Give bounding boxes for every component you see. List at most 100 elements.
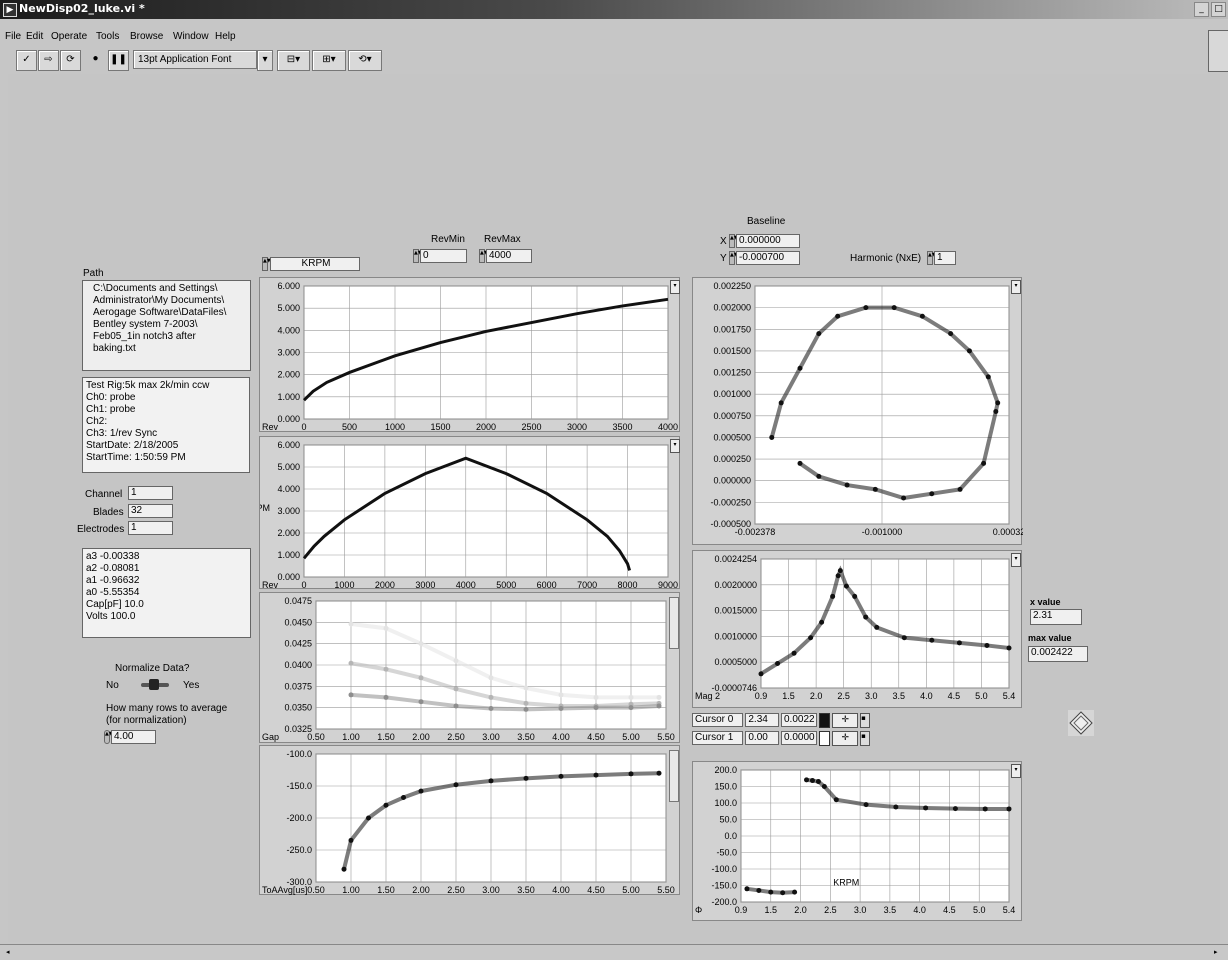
y-tick-label: 6.000 bbox=[277, 281, 300, 291]
font-dropdown-icon[interactable]: ▾ bbox=[257, 50, 273, 71]
normalize-yes-label: Yes bbox=[183, 680, 200, 691]
y-tick-label: -150.0 bbox=[286, 781, 312, 791]
harmonic-input[interactable]: 1 bbox=[934, 251, 956, 265]
graph-toa-avg[interactable]: 0.50 1.00 1.50 2.00 2.50 3.00 3.50 4.00 4.50 5.00… bbox=[259, 745, 680, 895]
graph-scrollbar[interactable] bbox=[669, 597, 679, 649]
x-tick-label: 3.00 bbox=[482, 732, 500, 742]
run-button[interactable]: ✓ bbox=[16, 50, 37, 71]
x-tick-label: 3.50 bbox=[517, 885, 535, 895]
path-field[interactable]: C:\Documents and Settings\ Administrator… bbox=[82, 280, 251, 371]
data-point bbox=[593, 705, 599, 711]
step-into-icon[interactable]: ⇨ bbox=[38, 50, 59, 71]
path-line: Feb05_1in notch3 after bbox=[93, 331, 196, 342]
y-tick-label: -100.0 bbox=[711, 864, 737, 874]
menu-operate[interactable]: Operate bbox=[51, 31, 88, 42]
electrodes-label: Electrodes bbox=[77, 524, 125, 535]
restore-button[interactable]: □ bbox=[1211, 2, 1226, 17]
rows-average-input[interactable]: 4.00 bbox=[111, 730, 156, 744]
scroll-right-icon[interactable]: ▸ bbox=[1214, 948, 1218, 956]
cursor-move-icon[interactable]: ✛ bbox=[832, 731, 859, 746]
coef-line: a0 -5.55354 bbox=[86, 587, 140, 598]
graph-xy-orbit[interactable]: -0.002378 -0.001000 0.00032 -0.000500 -0.000… bbox=[692, 277, 1023, 545]
electrodes-input[interactable]: 1 bbox=[128, 521, 173, 535]
cursor-row-0[interactable]: Cursor 0 2.34 0.0022 ✛ ▪ bbox=[692, 713, 871, 729]
normalize-toggle[interactable] bbox=[141, 679, 169, 690]
graph-gap[interactable]: 0.50 1.00 1.50 2.00 2.50 3.00 3.50 4.00 4.50 5.00… bbox=[259, 592, 680, 743]
graph-krpm-vs-rev[interactable]: 0 500 1000 1500 2000 2500 3000 3500 4000 0.000 1.0… bbox=[259, 277, 680, 432]
baseline-y-input[interactable]: -0.000700 bbox=[736, 251, 800, 265]
cursor-move-icon[interactable]: ✛ bbox=[832, 713, 859, 728]
graph-magnitude[interactable]: 0.9 1.5 2.0 2.5 3.0 3.5 4.0 4.5 5.0 5.4 -0.0000746… bbox=[692, 550, 1022, 708]
data-point bbox=[418, 699, 424, 705]
channel-input[interactable]: 1 bbox=[128, 486, 173, 500]
align-objects-icon[interactable]: ⊟▾ bbox=[277, 50, 310, 71]
baseline-y-spinner[interactable]: ▲▼ bbox=[729, 251, 738, 265]
y-tick-label: -250.0 bbox=[286, 845, 312, 855]
revmax-spinner[interactable]: ▲▼ bbox=[479, 249, 488, 263]
minimize-button[interactable]: _ bbox=[1194, 2, 1209, 17]
cursor-color-icon[interactable] bbox=[818, 731, 831, 746]
series-trace bbox=[350, 622, 659, 700]
cursor-color-icon[interactable] bbox=[818, 713, 831, 728]
annotation-label: KRPM bbox=[833, 878, 859, 888]
x-tick-label: 1500 bbox=[430, 422, 450, 432]
revmax-input[interactable]: 4000 bbox=[486, 249, 532, 263]
y-tick-label: 150.0 bbox=[714, 782, 737, 792]
data-point bbox=[872, 486, 878, 492]
baseline-x-spinner[interactable]: ▲▼ bbox=[729, 234, 738, 248]
pause-button[interactable]: ❚❚ bbox=[108, 50, 129, 71]
revmin-input[interactable]: 0 bbox=[420, 249, 467, 263]
path-label: Path bbox=[83, 268, 104, 279]
krpm-selector-spinner[interactable]: ▲▼ bbox=[262, 257, 271, 271]
graph-scrollbar[interactable] bbox=[669, 750, 679, 802]
x-tick-label: 4.0 bbox=[920, 691, 933, 701]
krpm-selector[interactable]: KRPM bbox=[270, 257, 360, 271]
data-point bbox=[819, 619, 825, 625]
graph-palette-icon[interactable]: ▾ bbox=[670, 439, 680, 453]
cursor-lock-icon[interactable]: ▪ bbox=[860, 731, 871, 746]
menu-browse[interactable]: Browse bbox=[130, 31, 164, 42]
run-continuously-icon[interactable]: ⟳ bbox=[60, 50, 81, 71]
distribute-objects-icon[interactable]: ⊞▾ bbox=[312, 50, 346, 71]
data-point bbox=[366, 815, 371, 821]
menu-file[interactable]: File bbox=[5, 31, 22, 42]
cursor-lock-icon[interactable]: ▪ bbox=[860, 713, 871, 728]
blades-input[interactable]: 32 bbox=[128, 504, 173, 518]
harmonic-spinner[interactable]: ▲▼ bbox=[927, 251, 936, 265]
graph-palette-icon[interactable]: ▾ bbox=[670, 280, 680, 294]
revmax-label: RevMax bbox=[484, 234, 521, 245]
graph-phase[interactable]: 0.9 1.5 2.0 2.5 3.0 3.5 4.0 4.5 5.0 5.4 -200.0 -150… bbox=[692, 761, 1022, 921]
graph-palette-icon[interactable]: ▾ bbox=[1011, 280, 1021, 294]
menu-help[interactable]: Help bbox=[215, 31, 236, 42]
font-selector[interactable]: 13pt Application Font bbox=[133, 50, 257, 69]
abort-icon[interactable]: ● bbox=[92, 53, 99, 64]
path-line: Bentley system 7-2003\ bbox=[93, 319, 198, 330]
graph-krpm-profile[interactable]: 0 1000 2000 3000 4000 5000 6000 7000 8000 9000 0.0… bbox=[259, 436, 680, 590]
menu-edit[interactable]: Edit bbox=[26, 31, 44, 42]
menu-window[interactable]: Window bbox=[173, 31, 209, 42]
cursor-row-1[interactable]: Cursor 1 0.00 0.0000 ✛ ▪ bbox=[692, 731, 871, 747]
scroll-left-icon[interactable]: ◂ bbox=[6, 948, 10, 956]
menu-tools[interactable]: Tools bbox=[96, 31, 120, 42]
y-tick-label: 0.0010000 bbox=[714, 631, 757, 641]
x-tick-label: 2.00 bbox=[412, 732, 430, 742]
data-point bbox=[418, 641, 424, 647]
data-point bbox=[816, 473, 822, 479]
graph-palette-icon[interactable]: ▾ bbox=[1011, 764, 1021, 778]
x-tick-label: 2000 bbox=[375, 580, 395, 590]
rows-average-spinner[interactable]: ▲▼ bbox=[104, 730, 113, 744]
x-axis-label: Mag 2 bbox=[695, 691, 720, 701]
series-line bbox=[302, 456, 632, 571]
cursor-name: Cursor 1 bbox=[692, 731, 744, 745]
toolbar: ✓ ⇨ ⟳ ● ❚❚ 13pt Application Font ▾ ⊟▾ ⊞▾… bbox=[0, 46, 1228, 72]
x-tick-label: 2.50 bbox=[447, 885, 465, 895]
revmin-spinner[interactable]: ▲▼ bbox=[413, 249, 422, 263]
reorder-icon[interactable]: ⟲▾ bbox=[348, 50, 382, 71]
baseline-x-input[interactable]: 0.000000 bbox=[736, 234, 800, 248]
data-point bbox=[558, 692, 564, 698]
vi-connector-icon[interactable] bbox=[1208, 30, 1228, 72]
coef-line: Volts 100.0 bbox=[86, 611, 136, 622]
graph-palette-icon[interactable]: ▾ bbox=[1011, 553, 1021, 567]
info-line: Ch0: probe bbox=[86, 392, 136, 403]
x-tick-label: 1.00 bbox=[342, 885, 360, 895]
